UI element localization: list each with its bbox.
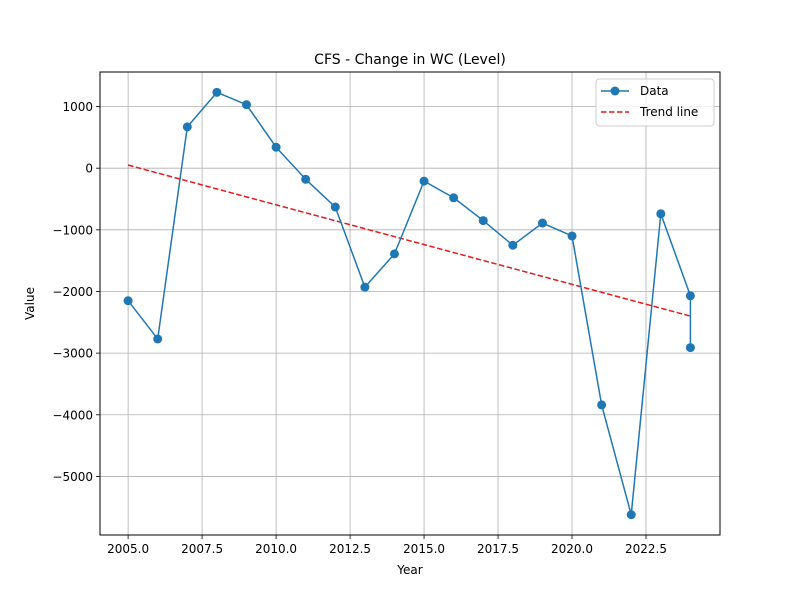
data-point: [360, 282, 370, 292]
data-point: [508, 240, 518, 250]
y-tick-label: 1000: [62, 100, 93, 114]
x-axis-label: Year: [396, 563, 422, 577]
x-tick-label: 2015.0: [403, 542, 445, 556]
x-tick-label: 2007.5: [181, 542, 223, 556]
x-tick-label: 2022.5: [625, 542, 667, 556]
data-point: [330, 202, 340, 212]
x-tick-label: 2005.0: [107, 542, 149, 556]
data-point: [685, 291, 695, 301]
data-point: [419, 176, 429, 186]
data-point: [537, 218, 547, 228]
plot-frame: [99, 71, 721, 536]
data-point: [626, 510, 636, 520]
data-point: [567, 231, 577, 241]
y-tick-label: −1000: [52, 223, 93, 237]
data-point: [597, 400, 607, 410]
data-point: [182, 122, 192, 132]
chart-title: CFS - Change in WC (Level): [314, 52, 506, 68]
data-point: [478, 216, 488, 226]
x-tick-label: 2020.0: [551, 542, 593, 556]
data-point: [123, 296, 133, 306]
y-axis-label: Value: [23, 287, 37, 320]
x-tick-label: 2010.0: [255, 542, 297, 556]
data-point: [241, 100, 251, 110]
legend-trend-label: Trend line: [639, 105, 698, 119]
data-point: [271, 142, 281, 152]
axis-ticks: 2005.0 2007.5 2010.0 2012.5 2015.0 2017.5 2020…: [52, 100, 667, 556]
data-point: [301, 174, 311, 184]
data-point: [685, 343, 695, 353]
legend-data-marker: [610, 86, 620, 96]
data-point: [153, 334, 163, 344]
y-tick-label: −4000: [52, 408, 93, 422]
data-point: [389, 249, 399, 259]
y-tick-label: −5000: [52, 470, 93, 484]
data-point: [449, 193, 459, 203]
y-tick-label: 0: [85, 162, 93, 176]
y-tick-label: −2000: [52, 285, 93, 299]
trend-line: [127, 164, 691, 317]
x-tick-label: 2017.5: [477, 542, 519, 556]
trend-line-series: [127, 164, 691, 317]
data-point: [212, 87, 222, 97]
x-tick-label: 2012.5: [329, 542, 371, 556]
data-point: [656, 209, 666, 219]
legend-data-label: Data: [640, 84, 669, 98]
y-tick-label: −3000: [52, 347, 93, 361]
plot-area-background: [100, 72, 720, 535]
data-series: [123, 87, 695, 520]
legend: Data Trend line: [595, 78, 715, 127]
